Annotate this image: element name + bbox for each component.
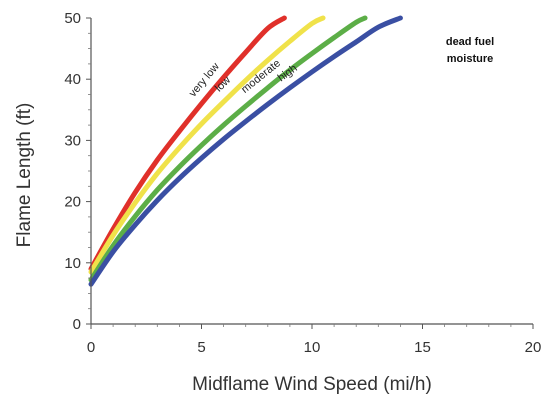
y-tick-label: 50 bbox=[64, 10, 81, 27]
legend-title-line-2: moisture bbox=[447, 53, 493, 65]
x-tick-label: 10 bbox=[304, 339, 321, 356]
series-label-low: low bbox=[213, 74, 233, 94]
y-tick-label: 0 bbox=[73, 316, 81, 333]
series-label-very-low: very low bbox=[187, 61, 222, 100]
x-tick-label: 0 bbox=[87, 339, 95, 356]
y-tick-label: 40 bbox=[64, 71, 81, 88]
y-tick-label: 20 bbox=[64, 194, 81, 211]
y-tick-label: 30 bbox=[64, 132, 81, 149]
series-line-moderate bbox=[88, 15, 368, 283]
curves-layer bbox=[88, 15, 403, 287]
series-line-low bbox=[88, 15, 326, 275]
legend-title-line-1: dead fuel bbox=[446, 36, 494, 48]
x-tick-label: 5 bbox=[197, 339, 205, 356]
y-tick-label: 10 bbox=[64, 255, 81, 272]
y-axis-label: Flame Length (ft) bbox=[14, 103, 35, 248]
x-axis-label: Midflame Wind Speed (mi/h) bbox=[192, 374, 432, 395]
axes-layer: 0 10 20 30 40 50 0 5 10 15 20 bbox=[64, 10, 541, 356]
x-tick-label: 20 bbox=[525, 339, 542, 356]
series-line-very-low bbox=[88, 15, 287, 272]
x-tick-label: 15 bbox=[414, 339, 431, 356]
series-line-high bbox=[88, 15, 403, 287]
